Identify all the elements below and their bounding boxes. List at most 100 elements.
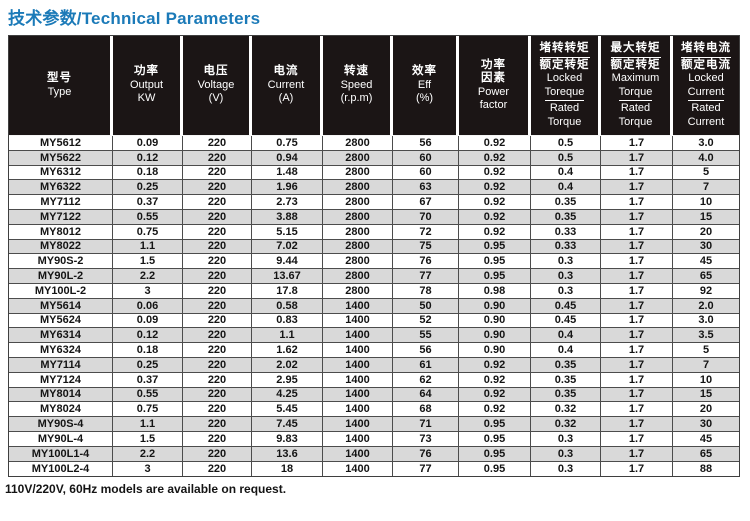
value-cell: 0.92	[459, 180, 531, 196]
value-cell: 0.95	[459, 446, 531, 462]
value-cell: 0.3	[531, 431, 601, 447]
value-cell: 75	[393, 239, 459, 255]
value-cell: 1.7	[601, 417, 673, 432]
value-cell: 0.5	[531, 150, 601, 166]
column-header-text: 功率 Output KW	[113, 65, 180, 106]
value-cell: 4.0	[673, 150, 739, 166]
value-cell: 1.7	[601, 209, 673, 225]
model-cell: MY5612	[9, 136, 113, 151]
table-header-row: 型号 Type 功率 Output KW 电压 Voltage (V) 电流 Current (A)…	[9, 36, 739, 136]
value-cell: 2.02	[252, 357, 323, 373]
value-cell: 1.1	[113, 239, 183, 255]
value-cell: 1400	[323, 417, 393, 432]
value-cell: 67	[393, 195, 459, 210]
footnote: 110V/220V, 60Hz models are available on …	[5, 482, 287, 497]
model-cell: MY7112	[9, 195, 113, 210]
value-cell: 1.7	[601, 136, 673, 151]
value-cell: 220	[183, 298, 252, 314]
value-cell: 1.7	[601, 239, 673, 255]
value-cell: 220	[183, 195, 252, 210]
value-cell: 55	[393, 328, 459, 344]
model-cell: MY7114	[9, 357, 113, 373]
value-cell: 0.90	[459, 313, 531, 329]
value-cell: 2.2	[113, 269, 183, 284]
value-cell: 50	[393, 298, 459, 314]
column-header-text: 堵转转矩 额定转矩 Locked Toreque Rated Torque	[531, 42, 598, 129]
column-header-line: Current	[687, 86, 725, 101]
value-cell: 0.32	[531, 402, 601, 418]
value-cell: 68	[393, 402, 459, 418]
table-row: MY6324 0.18 220 1.62 1400 56 0.90 0.4 1.7 5	[9, 343, 739, 358]
value-cell: 92	[673, 283, 739, 299]
value-cell: 1.96	[252, 180, 323, 196]
value-cell: 0.3	[531, 283, 601, 299]
page-title: 技术参数/Technical Parameters	[8, 9, 261, 28]
column-header-line: 电流	[273, 65, 299, 78]
column-header-line: Torque	[618, 115, 653, 128]
model-cell: MY8024	[9, 402, 113, 418]
value-cell: 2800	[323, 254, 393, 270]
table-row: MY8014 0.55 220 4.25 1400 64 0.92 0.35 1.7 15	[9, 387, 739, 403]
value-cell: 1.7	[601, 446, 673, 462]
model-cell: MY8012	[9, 224, 113, 240]
column-header-max-torque-ratio: 最大转矩 额定转矩 Maximum Torque Rated Torque	[601, 36, 673, 136]
value-cell: 30	[673, 417, 739, 432]
value-cell: 0.4	[531, 165, 601, 181]
value-cell: 2800	[323, 224, 393, 240]
value-cell: 0.3	[531, 254, 601, 270]
value-cell: 1400	[323, 357, 393, 373]
column-header-line: 最大转矩	[610, 42, 661, 58]
column-header-line: Type	[47, 85, 72, 98]
column-header-line: Maximum	[611, 72, 660, 84]
value-cell: 1400	[323, 387, 393, 403]
value-cell: 76	[393, 254, 459, 270]
column-header-line: 额定转矩	[610, 58, 661, 71]
value-cell: 0.98	[459, 283, 531, 299]
column-header-line: (r.p.m)	[340, 92, 373, 105]
value-cell: 77	[393, 269, 459, 284]
value-cell: 1.1	[113, 417, 183, 432]
table-row: MY100L1-4 2.2 220 13.6 1400 76 0.95 0.3 1.7 65	[9, 446, 739, 462]
model-cell: MY8022	[9, 239, 113, 255]
column-header-type: 型号 Type	[9, 36, 113, 136]
value-cell: 18	[252, 461, 323, 477]
table-row: MY100L-2 3 220 17.8 2800 78 0.98 0.3 1.7 92	[9, 283, 739, 299]
value-cell: 7	[673, 180, 739, 196]
column-header-line: 功率	[134, 65, 159, 78]
value-cell: 1400	[323, 431, 393, 447]
value-cell: 10	[673, 195, 739, 210]
table-row: MY5612 0.09 220 0.75 2800 56 0.92 0.5 1.7 3.0	[9, 136, 739, 151]
value-cell: 30	[673, 239, 739, 255]
value-cell: 1400	[323, 461, 393, 477]
column-header-line: (V)	[208, 92, 224, 105]
column-header-line: 因素	[481, 72, 506, 84]
value-cell: 56	[393, 136, 459, 151]
value-cell: 0.92	[459, 165, 531, 181]
value-cell: 0.3	[531, 461, 601, 477]
value-cell: 220	[183, 254, 252, 270]
value-cell: 0.37	[113, 195, 183, 210]
model-cell: MY7124	[9, 372, 113, 388]
value-cell: 61	[393, 357, 459, 373]
column-header-text: 效率 Eff (%)	[393, 65, 456, 106]
table-row: MY8012 0.75 220 5.15 2800 72 0.92 0.33 1.7 20	[9, 224, 739, 240]
value-cell: 0.95	[459, 254, 531, 270]
value-cell: 1.7	[601, 254, 673, 270]
value-cell: 0.92	[459, 209, 531, 225]
value-cell: 64	[393, 387, 459, 403]
value-cell: 0.90	[459, 298, 531, 314]
table-row: MY6314 0.12 220 1.1 1400 55 0.90 0.4 1.7 3.5	[9, 328, 739, 344]
value-cell: 60	[393, 150, 459, 166]
value-cell: 0.92	[459, 136, 531, 151]
value-cell: 72	[393, 224, 459, 240]
column-header-voltage: 电压 Voltage (V)	[183, 36, 252, 136]
value-cell: 2800	[323, 180, 393, 196]
model-cell: MY7122	[9, 209, 113, 225]
value-cell: 220	[183, 372, 252, 388]
value-cell: 7	[673, 357, 739, 373]
value-cell: 0.32	[531, 417, 601, 432]
value-cell: 1400	[323, 402, 393, 418]
table-body: MY5612 0.09 220 0.75 2800 56 0.92 0.5 1.7 3.0 MY56…	[9, 136, 739, 477]
column-header-line: Toreque	[544, 86, 585, 101]
